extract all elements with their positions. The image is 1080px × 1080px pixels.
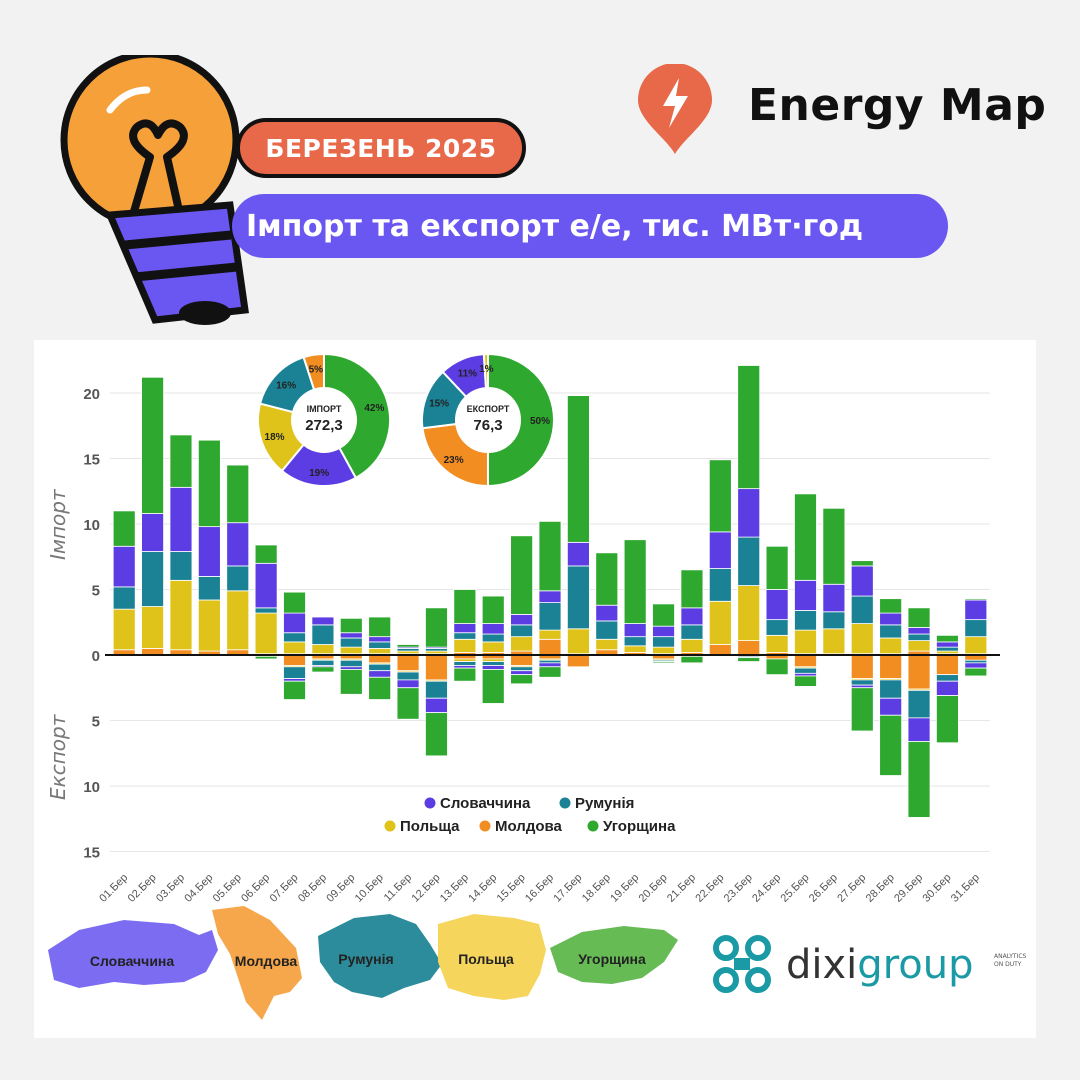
light-bulb-icon <box>60 55 249 325</box>
tagline-line-1: ANALYTICS <box>994 953 1027 960</box>
hungary-map-icon: Угорщина <box>550 926 678 984</box>
country-maps: Словаччина Молдова Румунія Польща Угорщи… <box>48 906 678 1020</box>
moldova-shape <box>212 906 302 1020</box>
map-label-hungary: Угорщина <box>578 951 646 967</box>
page-title: Імпорт та експорт е/е, тис. МВт·год <box>232 194 948 258</box>
dixigroup-logo: dixigroup ANALYTICS ON DUTY <box>713 935 1027 993</box>
romania-map-icon: Румунія <box>318 914 442 998</box>
group-text: group <box>857 942 973 988</box>
brand-name: Energy Map <box>748 80 1047 131</box>
map-label-moldova: Молдова <box>235 953 298 969</box>
moldova-map-icon: Молдова <box>212 906 302 1020</box>
svg-text:dixigroup: dixigroup <box>786 942 973 988</box>
poland-map-icon: Польща <box>438 914 546 1000</box>
dixigroup-logo-icon <box>713 935 771 993</box>
hungary-shape <box>550 926 678 984</box>
slovakia-map-icon: Словаччина <box>48 920 218 988</box>
map-label-poland: Польща <box>458 951 514 967</box>
month-badge: БЕРЕЗЕНЬ 2025 <box>236 118 526 178</box>
poland-shape <box>438 914 546 1000</box>
tagline-line-2: ON DUTY <box>994 961 1022 968</box>
romania-shape <box>318 914 442 998</box>
y-axis-label-export: Експорт <box>46 714 70 800</box>
dixi-text: dixi <box>786 942 857 988</box>
y-axis-label-import: Імпорт <box>46 489 70 560</box>
map-label-slovakia: Словаччина <box>90 953 175 969</box>
lightning-pin-icon <box>638 64 712 154</box>
slovakia-shape <box>48 920 218 988</box>
map-label-romania: Румунія <box>338 951 393 967</box>
